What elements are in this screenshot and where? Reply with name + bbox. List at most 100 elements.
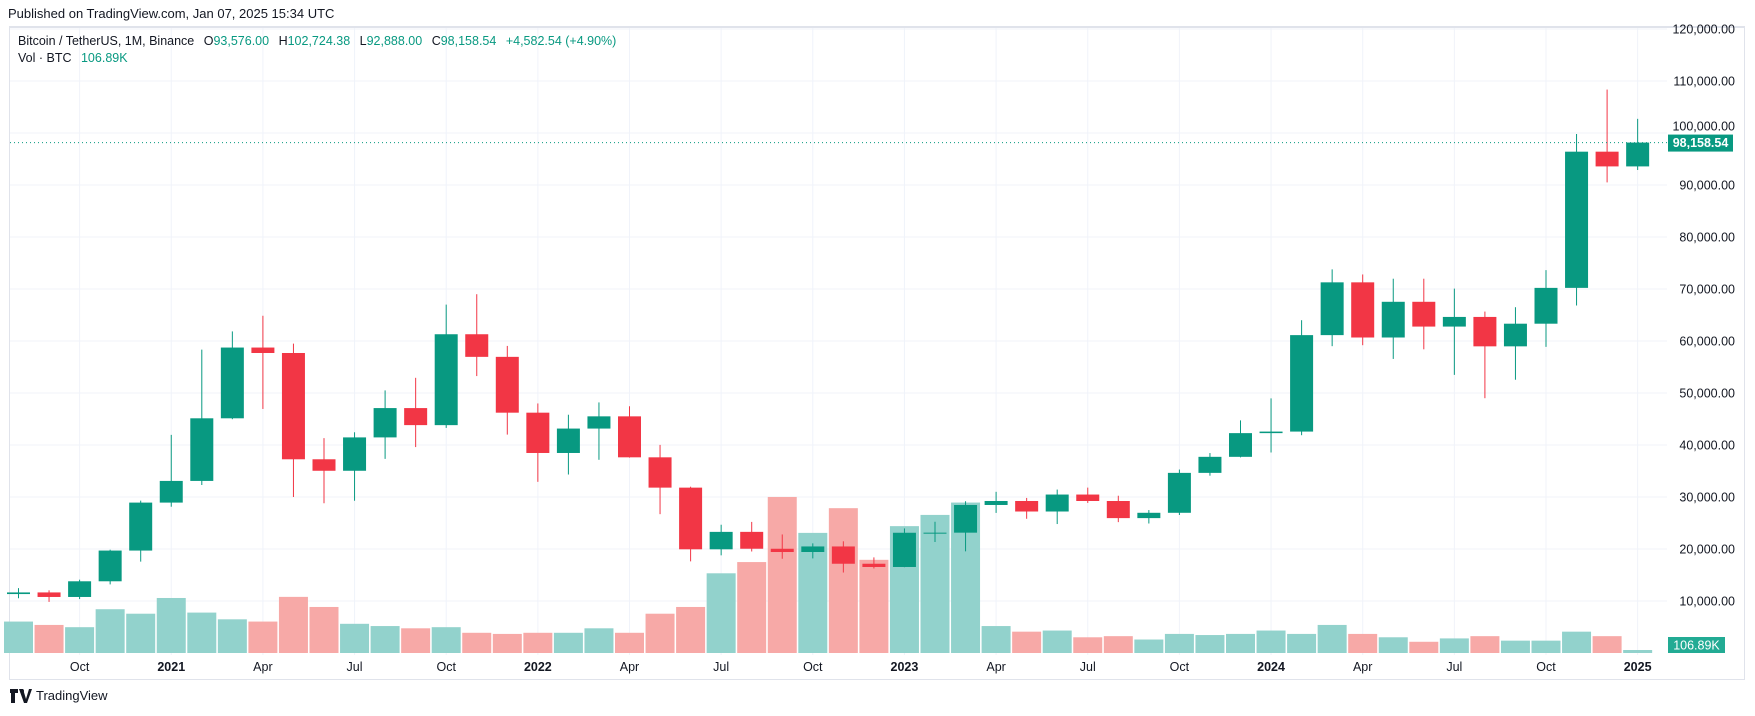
candle-body xyxy=(587,416,611,429)
candle-body xyxy=(1503,323,1527,347)
candle[interactable] xyxy=(1198,453,1222,476)
candle[interactable] xyxy=(1534,270,1558,347)
candle-body xyxy=(679,487,703,550)
volume-title[interactable]: Vol · BTC xyxy=(18,51,72,65)
candle[interactable] xyxy=(1626,118,1650,170)
candle-body xyxy=(954,504,978,533)
candle[interactable] xyxy=(159,434,183,507)
candle[interactable] xyxy=(1503,307,1527,380)
footer: TradingView xyxy=(10,688,108,703)
candle[interactable] xyxy=(1259,398,1283,453)
volume-bar xyxy=(1012,631,1042,653)
candle-body xyxy=(98,550,122,582)
price-tick-label: 50,000.00 xyxy=(1679,387,1735,401)
time-tick-label: Oct xyxy=(70,660,90,674)
candle[interactable] xyxy=(1137,510,1161,524)
candle-body xyxy=(740,531,764,549)
candle[interactable] xyxy=(1565,134,1589,306)
symbol-legend: Bitcoin / TetherUS, 1M, Binance O93,576.… xyxy=(18,34,622,48)
candle[interactable] xyxy=(220,331,244,420)
candle[interactable] xyxy=(7,588,30,599)
candle[interactable] xyxy=(1320,269,1344,347)
symbol-title[interactable]: Bitcoin / TetherUS, 1M, Binance xyxy=(18,34,195,48)
volume-bars xyxy=(4,496,1653,653)
price-tick-label: 60,000.00 xyxy=(1679,335,1735,349)
close-value: C98,158.54 xyxy=(431,34,497,48)
candle[interactable] xyxy=(281,343,305,497)
candle-body xyxy=(709,531,733,550)
candle[interactable] xyxy=(587,402,611,460)
volume-bar xyxy=(462,632,492,653)
candle[interactable] xyxy=(343,432,367,501)
candle[interactable] xyxy=(1229,420,1252,458)
candle-body xyxy=(343,437,367,471)
footer-brand[interactable]: TradingView xyxy=(36,688,108,703)
candle[interactable] xyxy=(648,444,672,515)
volume-bar xyxy=(1134,639,1164,653)
candle[interactable] xyxy=(1595,89,1619,183)
time-tick-label: Jul xyxy=(347,660,363,674)
candle[interactable] xyxy=(618,406,641,458)
volume-bar xyxy=(1531,640,1561,653)
candle[interactable] xyxy=(740,521,764,552)
candle[interactable] xyxy=(679,486,703,562)
candle[interactable] xyxy=(709,524,733,556)
candle-body xyxy=(1595,151,1619,167)
candle[interactable] xyxy=(1442,288,1466,375)
candle[interactable] xyxy=(190,349,214,486)
candle-body xyxy=(770,548,794,553)
volume-bar xyxy=(492,633,522,653)
candle[interactable] xyxy=(923,521,947,542)
candle[interactable] xyxy=(465,294,489,377)
candle-body xyxy=(984,500,1008,505)
candle[interactable] xyxy=(1076,487,1100,503)
candle-body xyxy=(404,408,428,426)
volume-bar xyxy=(340,623,370,653)
candle[interactable] xyxy=(495,345,519,435)
candle[interactable] xyxy=(892,528,916,568)
volume-bar xyxy=(217,619,247,653)
candle[interactable] xyxy=(556,414,580,475)
candle[interactable] xyxy=(770,534,794,559)
candle[interactable] xyxy=(1381,278,1405,359)
price-tick-label: 70,000.00 xyxy=(1679,283,1735,297)
volume-bar xyxy=(431,627,461,653)
candle[interactable] xyxy=(1351,274,1375,346)
candle[interactable] xyxy=(1015,497,1039,519)
candle[interactable] xyxy=(1290,320,1314,436)
time-tick-label: Jul xyxy=(1080,660,1096,674)
candle[interactable] xyxy=(98,549,122,585)
candle-body xyxy=(1412,301,1436,327)
candle[interactable] xyxy=(1473,311,1497,399)
candle[interactable] xyxy=(251,315,275,409)
time-tick-label: 2021 xyxy=(157,660,185,674)
candle[interactable] xyxy=(801,543,825,559)
candle[interactable] xyxy=(526,403,550,482)
candle[interactable] xyxy=(984,491,1008,513)
candle[interactable] xyxy=(373,390,397,459)
candle[interactable] xyxy=(831,541,855,573)
candle[interactable] xyxy=(862,557,886,569)
volume-bar xyxy=(126,613,156,653)
candle[interactable] xyxy=(1045,489,1069,525)
candle-body xyxy=(1351,282,1375,338)
time-tick-label: Oct xyxy=(1170,660,1190,674)
candle[interactable] xyxy=(954,501,978,552)
volume-bar xyxy=(1317,624,1347,653)
candle[interactable] xyxy=(434,304,458,428)
candle[interactable] xyxy=(1412,278,1436,350)
candle-body xyxy=(1015,500,1039,512)
candle[interactable] xyxy=(68,579,92,600)
candle[interactable] xyxy=(37,590,61,602)
candle[interactable] xyxy=(1106,495,1130,523)
candle-body xyxy=(892,532,916,567)
time-tick-label: Apr xyxy=(1353,660,1372,674)
open-value: O93,576.00 xyxy=(203,34,270,48)
candle[interactable] xyxy=(1167,469,1191,516)
candle[interactable] xyxy=(404,377,428,448)
candle[interactable] xyxy=(312,438,336,504)
volume-bar xyxy=(767,496,797,653)
candle-body xyxy=(1198,456,1222,473)
candle[interactable] xyxy=(129,500,153,562)
